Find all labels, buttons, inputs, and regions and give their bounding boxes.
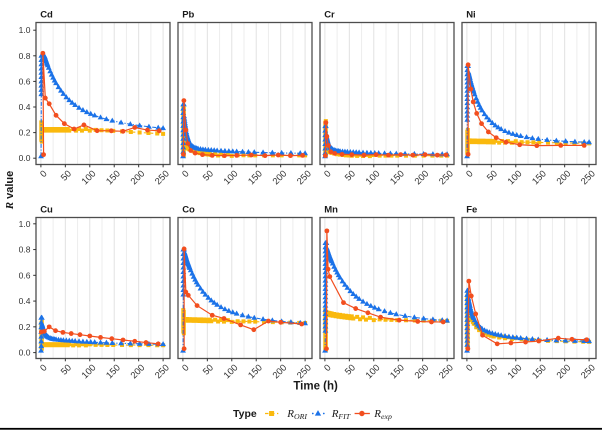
svg-text:0.6: 0.6 [19,270,31,280]
svg-text:0.4: 0.4 [19,296,31,306]
svg-text:Co: Co [182,205,195,216]
svg-text:Pb: Pb [182,10,194,21]
svg-text:0: 0 [322,168,333,179]
svg-text:0.0: 0.0 [19,348,31,358]
svg-text:Type: Type [233,408,257,420]
svg-text:0: 0 [464,168,475,179]
svg-text:0.8: 0.8 [19,51,31,61]
svg-text:Cr: Cr [324,10,335,21]
svg-text:Ni: Ni [466,10,476,21]
svg-text:RORI: RORI [286,408,307,421]
svg-text:Fe: Fe [466,205,477,216]
svg-text:0.2: 0.2 [19,322,31,332]
svg-text:R value: R value [4,171,16,211]
svg-text:0: 0 [322,362,333,373]
svg-text:Rexp: Rexp [373,408,392,421]
svg-text:0.6: 0.6 [19,76,31,86]
svg-text:Time (h): Time (h) [293,381,338,393]
svg-text:Cd: Cd [40,10,53,21]
svg-text:0: 0 [180,362,191,373]
svg-text:Mn: Mn [324,205,338,216]
svg-text:0: 0 [38,168,49,179]
svg-text:Cu: Cu [40,205,53,216]
svg-text:0: 0 [180,168,191,179]
svg-text:0: 0 [38,362,49,373]
svg-text:0.2: 0.2 [19,128,31,138]
svg-text:0: 0 [464,362,475,373]
svg-text:1.0: 1.0 [19,25,31,35]
svg-text:1.0: 1.0 [19,219,31,229]
svg-text:0.0: 0.0 [19,153,31,163]
svg-text:0.8: 0.8 [19,245,31,255]
svg-text:0.4: 0.4 [19,102,31,112]
svg-text:RFIT: RFIT [331,408,351,421]
